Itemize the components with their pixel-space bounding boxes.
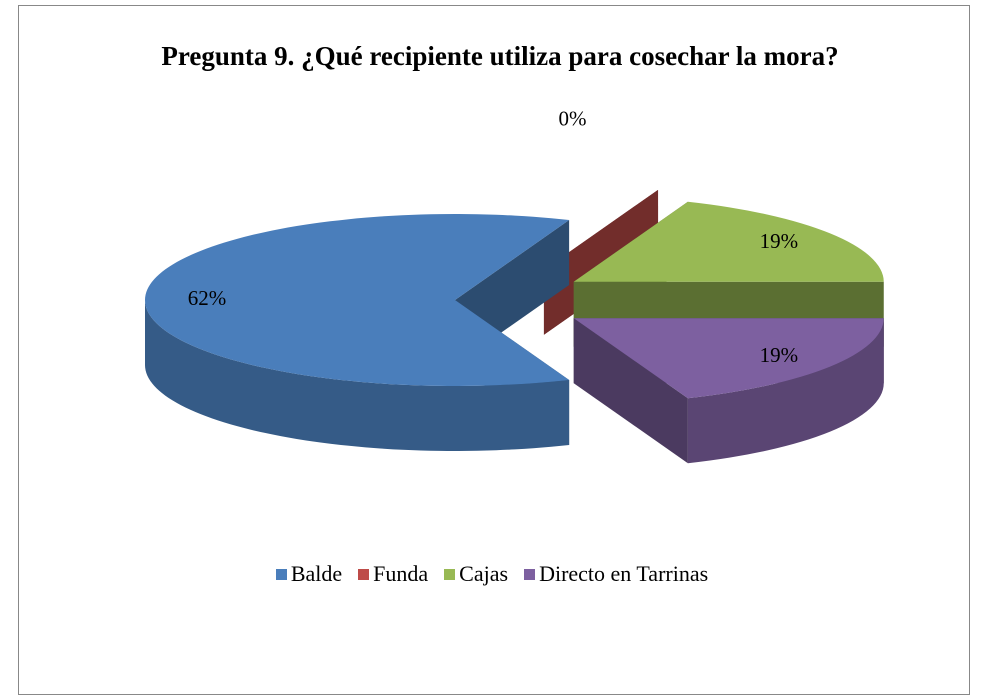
pie-slice bbox=[543, 189, 659, 335]
data-label: 62% bbox=[188, 286, 227, 310]
legend-label: Funda bbox=[373, 561, 429, 586]
pie-slice bbox=[573, 318, 884, 464]
legend-swatch bbox=[358, 568, 370, 580]
legend-label: Balde bbox=[290, 561, 343, 586]
pie-slice bbox=[145, 213, 570, 451]
chart-title: Pregunta 9. ¿Qué recipiente utiliza para… bbox=[161, 41, 839, 71]
slice-cut-face bbox=[573, 318, 688, 464]
slice-cut-face bbox=[543, 189, 659, 335]
legend-label: Directo en Tarrinas bbox=[539, 561, 709, 586]
slice-side bbox=[687, 318, 884, 464]
legend-swatch bbox=[444, 568, 456, 580]
slice-top bbox=[145, 213, 570, 386]
legend-item: Directo en Tarrinas bbox=[524, 561, 708, 587]
legend-item: Balde bbox=[275, 561, 343, 587]
legend-swatch bbox=[275, 568, 287, 580]
legend-item: Funda bbox=[358, 561, 428, 587]
legend-label: Cajas bbox=[459, 561, 509, 586]
legend-item: Cajas bbox=[444, 561, 508, 587]
data-label: 19% bbox=[760, 343, 799, 367]
slice-top bbox=[543, 189, 659, 270]
slice-side bbox=[145, 300, 570, 451]
slice-top bbox=[573, 318, 884, 399]
legend: Balde Funda Cajas Directo en Tarrinas bbox=[0, 561, 984, 587]
data-label: 19% bbox=[760, 229, 799, 253]
legend-swatch bbox=[524, 568, 536, 580]
data-label: 0% bbox=[558, 107, 586, 131]
slice-top bbox=[573, 201, 884, 282]
